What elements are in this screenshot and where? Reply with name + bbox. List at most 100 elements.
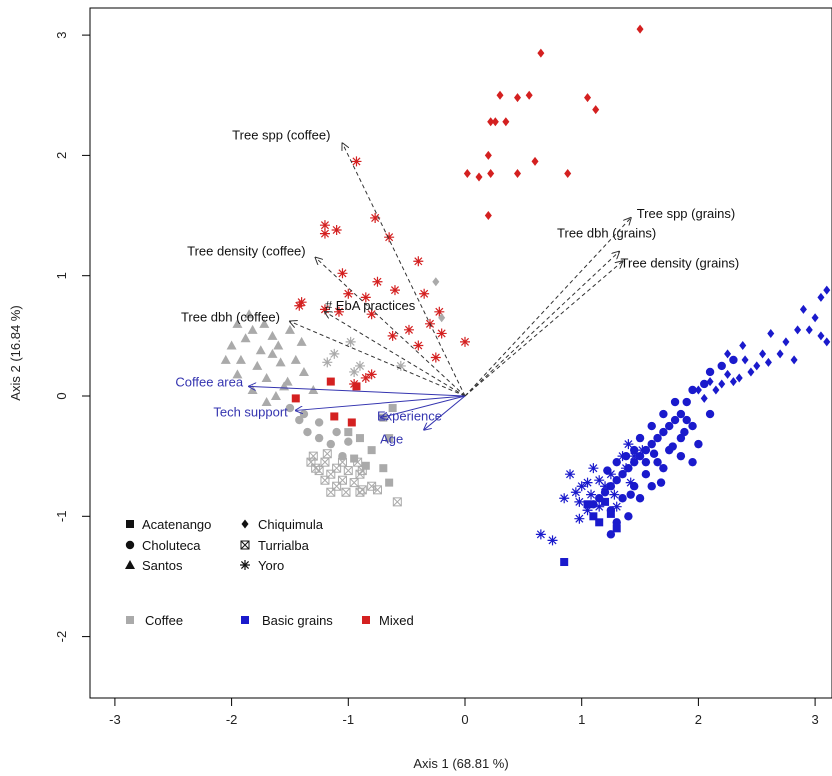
data-point-acatenango: [385, 478, 394, 487]
vector-arrow: [342, 143, 466, 397]
data-point-chiquimula: [502, 117, 510, 127]
data-point-yoro: [617, 451, 628, 462]
data-point-chiquimula: [823, 337, 831, 347]
data-point-turrialba: [392, 497, 402, 507]
data-point-choluteca: [600, 488, 610, 497]
data-point-chiquimula: [487, 168, 495, 178]
data-point-chiquimula: [463, 168, 471, 178]
data-point-acatenango: [385, 434, 394, 443]
data-point-chiquimula: [712, 385, 720, 395]
data-point-choluteca: [688, 457, 697, 467]
vector-arrow: [316, 258, 466, 397]
data-point-turrialba: [349, 478, 359, 488]
data-point-choluteca: [326, 439, 335, 449]
data-point-chiquimula: [759, 349, 767, 359]
data-point-yoro: [351, 156, 362, 167]
data-point-acatenango: [560, 558, 569, 567]
data-point-choluteca: [635, 494, 645, 503]
data-point-acatenango: [601, 497, 610, 506]
y-tick-label: 2: [54, 152, 69, 159]
legend-symbol-yoro: [240, 560, 250, 570]
data-point-choluteca: [647, 482, 656, 491]
data-point-yoro: [413, 340, 424, 351]
vector-arrow: [464, 261, 623, 397]
biplot-vectors: Tree spp (coffee) Tree density (coffee) Tr…: [175, 127, 739, 446]
data-point-chiquimula: [537, 48, 545, 58]
vector-label: Experience: [377, 409, 442, 424]
data-point-santos: [298, 366, 309, 376]
data-point-choluteca: [670, 415, 680, 425]
data-point-acatenango: [361, 461, 370, 470]
data-point-choluteca: [649, 449, 659, 458]
data-point-choluteca: [295, 415, 304, 425]
data-point-yoro: [319, 304, 330, 315]
legend-label: Coffee: [145, 613, 183, 628]
data-point-yoro: [611, 501, 622, 512]
data-point-chiquimula: [741, 355, 749, 365]
vector-label: Tech support: [213, 404, 288, 419]
vector-arrow: [296, 395, 466, 410]
data-point-yoro: [395, 360, 406, 371]
data-point-chiquimula: [767, 328, 775, 338]
data-point-chiquimula: [487, 117, 495, 127]
data-point-santos: [267, 348, 278, 358]
data-point-chiquimula: [475, 172, 483, 182]
data-point-chiquimula: [432, 277, 440, 287]
data-point-chiquimula: [496, 90, 504, 100]
data-point-acatenango: [379, 464, 388, 473]
data-point-turrialba: [337, 475, 347, 485]
data-point-chiquimula: [735, 373, 743, 383]
data-point-yoro: [319, 220, 330, 231]
data-point-chiquimula: [739, 340, 747, 350]
x-tick-label: -2: [226, 712, 238, 727]
data-point-acatenango: [583, 500, 592, 509]
data-point-santos: [259, 318, 270, 328]
data-point-acatenango: [350, 454, 359, 463]
data-point-yoro: [413, 256, 424, 267]
data-point-choluteca: [618, 494, 627, 503]
data-point-choluteca: [688, 385, 697, 395]
data-point-yoro: [586, 489, 597, 500]
data-point-choluteca: [344, 437, 353, 446]
data-point-santos: [284, 324, 295, 334]
data-point-chiquimula: [636, 24, 644, 34]
data-point-yoro: [370, 212, 381, 223]
data-point-santos: [275, 357, 286, 367]
data-point-choluteca: [635, 433, 645, 443]
data-point-santos: [255, 345, 266, 355]
vector-label: Age: [380, 432, 403, 447]
data-point-turrialba: [326, 487, 336, 497]
data-point-choluteca: [665, 421, 674, 431]
data-point-turrialba: [337, 457, 347, 467]
data-point-turrialba: [355, 487, 365, 497]
data-point-santos: [270, 391, 281, 400]
data-point-choluteca: [647, 421, 656, 431]
data-point-choluteca: [676, 409, 686, 419]
legend-label: Basic grains: [262, 613, 333, 628]
x-tick-label: 2: [695, 712, 702, 727]
data-point-choluteca: [705, 367, 715, 377]
data-point-chiquimula: [817, 292, 825, 302]
data-point-choluteca: [700, 379, 709, 389]
data-point-chiquimula: [794, 325, 802, 335]
data-point-choluteca: [682, 397, 691, 407]
data-point-chiquimula: [724, 349, 732, 359]
data-point-chiquimula: [592, 105, 600, 115]
data-point-acatenango: [330, 412, 339, 421]
vector-label: Tree spp (grains): [637, 206, 736, 221]
data-point-santos: [226, 340, 237, 350]
data-point-yoro: [574, 496, 585, 507]
data-point-choluteca: [668, 442, 677, 451]
data-point-yoro: [559, 493, 570, 504]
data-point-chiquimula: [484, 150, 492, 160]
data-point-turrialba: [306, 457, 316, 467]
data-point-santos: [296, 336, 307, 346]
data-point-choluteca: [630, 457, 639, 467]
data-point-yoro: [436, 328, 447, 339]
vector-arrow: [464, 218, 631, 397]
data-point-chiquimula: [484, 211, 492, 221]
data-point-chiquimula: [729, 377, 737, 387]
data-point-yoro: [600, 481, 611, 492]
legend-label: Mixed: [379, 613, 414, 628]
